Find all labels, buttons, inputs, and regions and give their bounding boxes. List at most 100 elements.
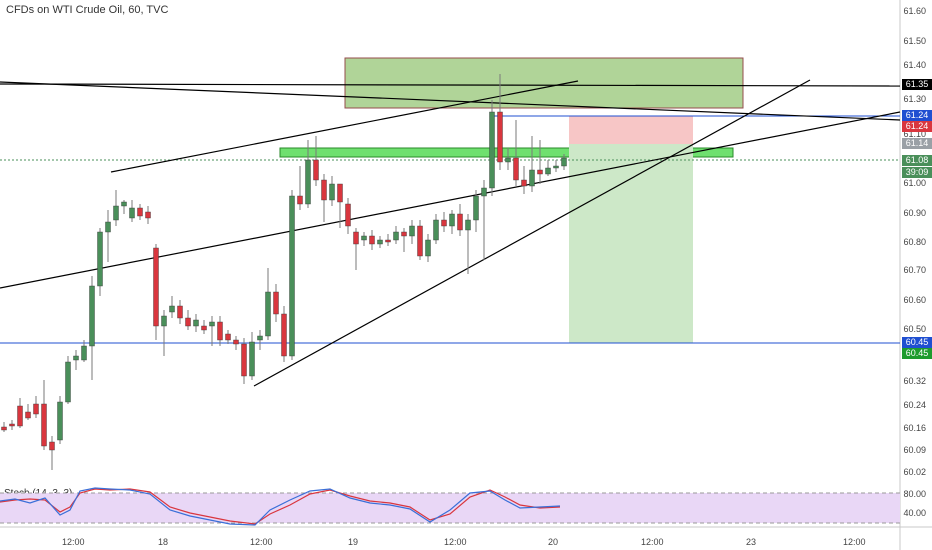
- candles-group: [1, 74, 567, 470]
- candle-body: [225, 333, 231, 341]
- time-tick: 23: [746, 537, 757, 547]
- trendline-rising[interactable]: [253, 79, 811, 387]
- candle-body: [33, 403, 39, 415]
- candle-body: [185, 317, 191, 327]
- candle-body: [337, 183, 343, 203]
- candle-body: [513, 157, 519, 181]
- candle-body: [209, 321, 215, 327]
- trendline-lower-channel[interactable]: [0, 111, 901, 289]
- candle-body: [137, 207, 143, 217]
- candle-body: [385, 239, 391, 243]
- price-tick: 60.16: [903, 423, 926, 433]
- candle-body: [81, 345, 87, 361]
- time-tick: 18: [158, 537, 169, 547]
- candle-body: [73, 355, 79, 361]
- candle-body: [273, 291, 279, 315]
- price-tick: 60.80: [903, 237, 926, 247]
- candle-body: [153, 247, 159, 327]
- candle-body: [41, 403, 47, 447]
- candle-body: [417, 225, 423, 257]
- time-tick: 12:00: [641, 537, 664, 547]
- candle-body: [129, 207, 135, 219]
- price-tick: 60.02: [903, 467, 926, 477]
- candle-body: [121, 201, 127, 207]
- support-zone-bar[interactable]: [279, 147, 734, 158]
- candle-body: [9, 423, 15, 427]
- candle-body: [433, 219, 439, 241]
- price-tick: 60.60: [903, 295, 926, 305]
- price-tick: 60.50: [903, 324, 926, 334]
- candle-body: [457, 213, 463, 231]
- candle-body: [265, 291, 271, 337]
- candle-body: [17, 405, 23, 427]
- candle-body: [489, 111, 495, 189]
- candle-body: [545, 167, 551, 175]
- time-tick: 12:00: [444, 537, 467, 547]
- candle-body: [361, 235, 367, 241]
- candle-body: [57, 401, 63, 441]
- candle-body: [345, 203, 351, 227]
- candle-body: [289, 195, 295, 357]
- candle-body: [281, 313, 287, 357]
- stoch-tick: 40.00: [903, 508, 926, 518]
- time-tick: 12:00: [62, 537, 85, 547]
- price-badge-bid: 61.24: [902, 121, 932, 132]
- candle-body: [521, 179, 527, 187]
- candle-body: [473, 195, 479, 221]
- candle-body: [249, 341, 255, 377]
- resistance-line[interactable]: [0, 83, 901, 87]
- candle-body: [233, 339, 239, 345]
- candle-body: [169, 305, 175, 313]
- candle-body: [97, 231, 103, 287]
- candle-body: [449, 213, 455, 227]
- stop-loss-zone[interactable]: [569, 116, 693, 144]
- candle-body: [353, 231, 359, 245]
- candle-body: [553, 165, 559, 169]
- time-tick: 20: [548, 537, 559, 547]
- price-tick: 61.60: [903, 6, 926, 16]
- time-tick: 12:00: [250, 537, 273, 547]
- price-tick: 61.50: [903, 36, 926, 46]
- candle-body: [193, 319, 199, 327]
- price-tick: 60.24: [903, 400, 926, 410]
- candle-body: [529, 169, 535, 187]
- candle-body: [497, 111, 503, 163]
- price-tick: 61.00: [903, 178, 926, 188]
- candle-countdown: 39:09: [902, 167, 932, 178]
- candle-body: [329, 183, 335, 201]
- price-tick: 61.30: [903, 94, 926, 104]
- stoch-band: [0, 493, 900, 523]
- chart-title: CFDs on WTI Crude Oil, 60, TVC: [6, 4, 169, 16]
- candle-body: [161, 315, 167, 327]
- supply-zone-box[interactable]: [344, 57, 744, 109]
- candle-body: [465, 219, 471, 231]
- time-tick: 12:00: [843, 537, 866, 547]
- price-badge-target: 60.45: [902, 337, 932, 348]
- candle-body: [537, 169, 543, 175]
- candle-body: [425, 239, 431, 257]
- candle-body: [441, 219, 447, 227]
- candle-body: [401, 231, 407, 237]
- candle-body: [49, 441, 55, 451]
- candle-body: [65, 361, 71, 403]
- candle-body: [297, 195, 303, 205]
- stoch-tick: 80.00: [903, 489, 926, 499]
- price-badge-target-2: 60.45: [902, 348, 932, 359]
- candle-body: [257, 335, 263, 341]
- take-profit-zone[interactable]: [569, 144, 693, 343]
- candle-body: [481, 187, 487, 197]
- price-badge-current: 61.08: [902, 155, 932, 166]
- candle-body: [561, 157, 567, 167]
- price-badge-entry: 61.24: [902, 110, 932, 121]
- candle-body: [409, 225, 415, 237]
- candle-body: [25, 411, 31, 419]
- price-tick: 60.90: [903, 208, 926, 218]
- candle-body: [89, 285, 95, 347]
- price-badge-resistance: 61.35: [902, 79, 932, 90]
- price-badge-stop: 61.14: [902, 138, 932, 149]
- candle-body: [369, 235, 375, 245]
- stoch-d-line: [0, 488, 561, 525]
- price-tick: 60.70: [903, 265, 926, 275]
- candle-body: [177, 305, 183, 319]
